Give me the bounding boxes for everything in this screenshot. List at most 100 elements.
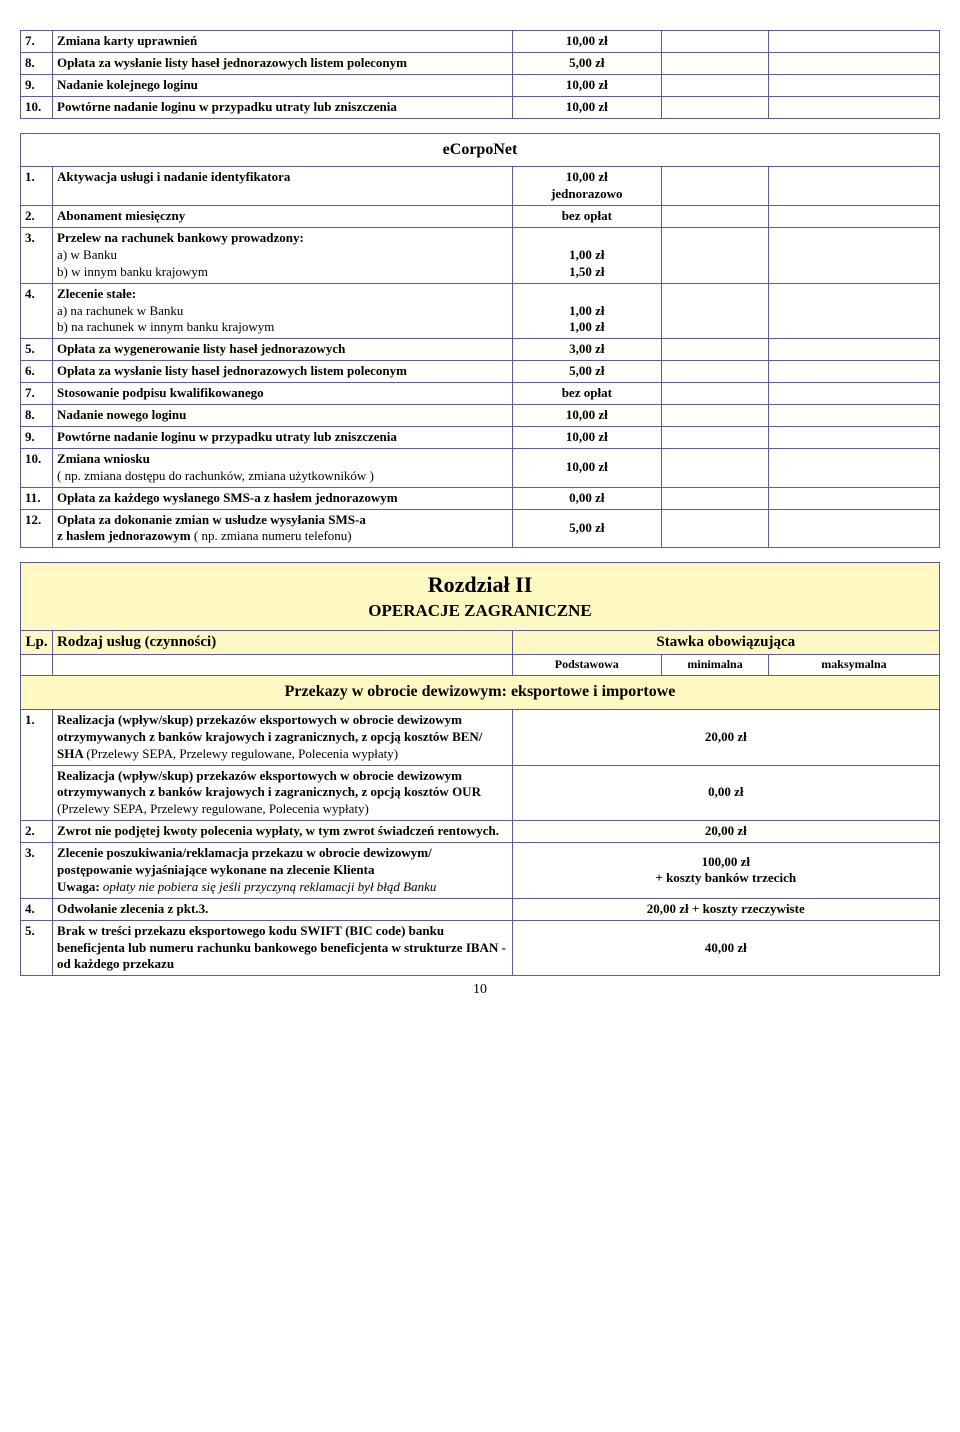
row-number: 5. <box>21 920 53 976</box>
empty-cell <box>662 509 769 548</box>
row-value: 20,00 zł <box>512 821 939 843</box>
row-value: 1,00 zł 1,00 zł <box>512 283 662 339</box>
table-chapter2: Rozdział II OPERACJE ZAGRANICZNE Lp. Rod… <box>20 562 940 976</box>
desc-main: Zmiana wniosku <box>57 451 150 466</box>
empty-cell <box>768 509 939 548</box>
table-row: 6. Opłata za wysłanie listy haseł jednor… <box>21 361 940 383</box>
row-value: 5,00 zł <box>512 361 662 383</box>
row-desc: Abonament miesięczny <box>53 206 512 228</box>
section-header-row: eCorpoNet <box>21 133 940 167</box>
row-desc: Przelew na rachunek bankowy prowadzony: … <box>53 228 512 284</box>
row-desc: Powtórne nadanie loginu w przypadku utra… <box>53 96 513 118</box>
empty-cell <box>768 426 939 448</box>
table-row: 3. Przelew na rachunek bankowy prowadzon… <box>21 228 940 284</box>
row-number: 10. <box>21 96 53 118</box>
empty-cell <box>21 655 53 676</box>
row-desc: Opłata za dokonanie zmian w usłudze wysy… <box>53 509 512 548</box>
chapter-header-row: Rozdział II OPERACJE ZAGRANICZNE <box>21 563 940 631</box>
row-number: 9. <box>21 426 53 448</box>
chapter-header: Rozdział II OPERACJE ZAGRANICZNE <box>21 563 940 631</box>
empty-cell <box>662 426 769 448</box>
subheader-row: Podstawowa minimalna maksymalna <box>21 655 940 676</box>
empty-cell <box>662 383 769 405</box>
row-value: 20,00 zł <box>512 709 939 765</box>
row-desc: Zlecenie poszukiwania/reklamacja przekaz… <box>53 843 512 899</box>
row-number: 6. <box>21 361 53 383</box>
desc-sub: b) na rachunek w innym banku krajowym <box>57 319 274 334</box>
table-row: 8. Nadanie nowego loginu 10,00 zł <box>21 405 940 427</box>
page-number: 10 <box>20 982 940 998</box>
row-number: 3. <box>21 843 53 899</box>
row-value: 10,00 zł <box>512 426 662 448</box>
row-number: 12. <box>21 509 53 548</box>
header-row: Lp. Rodzaj usług (czynności) Stawka obow… <box>21 630 940 655</box>
empty-cell <box>662 339 769 361</box>
row-number: 9. <box>21 74 53 96</box>
table-row: 9. Nadanie kolejnego loginu 10,00 zł <box>21 74 940 96</box>
section-title: eCorpoNet <box>21 133 940 167</box>
col-minimalna: minimalna <box>662 655 769 676</box>
row-value: bez opłat <box>512 206 662 228</box>
table-row: 10. Powtórne nadanie loginu w przypadku … <box>21 96 940 118</box>
row-desc: Stosowanie podpisu kwalifikowanego <box>53 383 512 405</box>
row-desc: Zwrot nie podjętej kwoty polecenia wypła… <box>53 821 512 843</box>
empty-cell <box>662 487 769 509</box>
empty-cell <box>768 339 939 361</box>
empty-cell <box>662 283 769 339</box>
empty-cell <box>768 383 939 405</box>
value-line: 1,50 zł <box>569 264 604 279</box>
chapter-main: Rozdział II <box>25 571 935 600</box>
row-number: 3. <box>21 228 53 284</box>
row-value: 0,00 zł <box>512 487 662 509</box>
value-line: 1,00 zł <box>569 319 604 334</box>
row-desc: Odwołanie zlecenia z pkt.3. <box>53 898 512 920</box>
chapter-sub: OPERACJE ZAGRANICZNE <box>25 600 935 622</box>
desc-sub: ( np. zmiana dostępu do rachunków, zmian… <box>57 468 374 483</box>
empty-cell <box>662 405 769 427</box>
empty-cell <box>769 96 940 118</box>
row-value: 10,00 zł <box>512 74 662 96</box>
value-line: + koszty banków trzecich <box>655 870 796 885</box>
row-number: 11. <box>21 487 53 509</box>
empty-cell <box>768 228 939 284</box>
row-number: 7. <box>21 31 53 53</box>
desc-main: Przelew na rachunek bankowy prowadzony: <box>57 230 304 245</box>
desc-sub: b) w innym banku krajowym <box>57 264 208 279</box>
row-number: 5. <box>21 339 53 361</box>
row-value: bez opłat <box>512 383 662 405</box>
value-line: 1,00 zł <box>569 247 604 262</box>
row-value: 10,00 zł jednorazowo <box>512 167 662 206</box>
empty-cell <box>662 228 769 284</box>
row-desc: Zlecenie stałe: a) na rachunek w Banku b… <box>53 283 512 339</box>
table-row: 5. Opłata za wygenerowanie listy haseł j… <box>21 339 940 361</box>
row-desc: Zmiana wniosku ( np. zmiana dostępu do r… <box>53 448 512 487</box>
table-row: 11. Opłata za każdego wysłanego SMS-a z … <box>21 487 940 509</box>
row-number: 10. <box>21 448 53 487</box>
table-row: 12. Opłata za dokonanie zmian w usłudze … <box>21 509 940 548</box>
empty-cell <box>662 52 769 74</box>
desc-sub: a) w Banku <box>57 247 117 262</box>
section-heading: Przekazy w obrocie dewizowym: eksportowe… <box>21 676 940 710</box>
table-row: 7. Zmiana karty uprawnień 10,00 zł <box>21 31 940 53</box>
table-row: 3. Zlecenie poszukiwania/reklamacja prze… <box>21 843 940 899</box>
row-number: 8. <box>21 52 53 74</box>
empty-cell <box>768 167 939 206</box>
row-number: 4. <box>21 898 53 920</box>
table-part1: 7. Zmiana karty uprawnień 10,00 zł 8. Op… <box>20 30 940 119</box>
row-desc: Zmiana karty uprawnień <box>53 31 513 53</box>
col-desc: Rodzaj usług (czynności) <box>53 630 512 655</box>
row-number: 1. <box>21 167 53 206</box>
value-line: 10,00 zł <box>566 169 608 184</box>
row-value: 5,00 zł <box>512 509 662 548</box>
empty-cell <box>768 405 939 427</box>
desc-main: z hasłem jednorazowym <box>57 528 194 543</box>
col-stawka: Stawka obowiązująca <box>512 630 939 655</box>
empty-cell <box>768 487 939 509</box>
value-line: 100,00 zł <box>702 854 750 869</box>
row-desc: Realizacja (wpływ/skup) przekazów ekspor… <box>53 765 512 821</box>
desc-sub: (Przelewy SEPA, Przelewy regulowane, Pol… <box>86 746 398 761</box>
row-number: 7. <box>21 383 53 405</box>
empty-cell <box>662 96 769 118</box>
row-value: 10,00 zł <box>512 96 662 118</box>
table-row: 5. Brak w treści przekazu eksportowego k… <box>21 920 940 976</box>
